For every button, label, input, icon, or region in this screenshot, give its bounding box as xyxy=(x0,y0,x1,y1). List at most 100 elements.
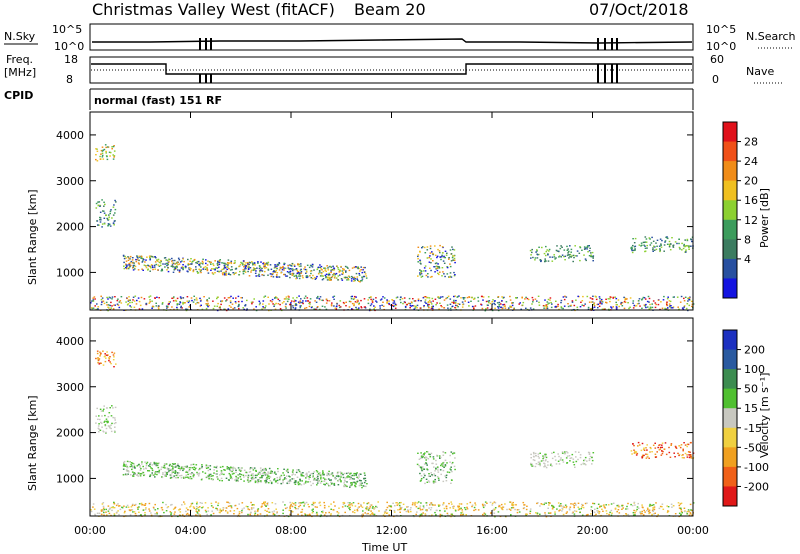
rti-cell xyxy=(636,452,639,455)
rti-cell xyxy=(282,509,284,511)
rti-cell xyxy=(145,265,147,267)
rti-cell xyxy=(188,267,191,269)
rti-cell xyxy=(153,266,156,268)
rti-cell xyxy=(284,273,286,276)
rti-cell xyxy=(178,259,181,261)
rti-cell xyxy=(158,297,160,299)
rti-cell xyxy=(454,301,457,304)
rti-cell xyxy=(186,465,188,467)
rti-cell xyxy=(225,274,228,276)
rti-cell xyxy=(450,466,452,468)
rti-cell xyxy=(540,503,543,505)
rti-cell xyxy=(133,264,136,267)
rti-cell xyxy=(667,506,670,508)
rti-cell xyxy=(181,514,184,516)
rti-cell xyxy=(131,262,134,264)
rti-cell xyxy=(206,513,208,516)
rti-cell xyxy=(258,265,261,267)
rti-cell xyxy=(599,300,601,302)
rti-cell xyxy=(240,467,243,469)
rti-cell xyxy=(337,268,340,271)
rti-cell xyxy=(130,509,133,511)
rti-cell xyxy=(430,503,433,505)
rti-cell xyxy=(429,456,432,458)
rti-cell xyxy=(112,506,115,509)
rti-cell xyxy=(322,275,324,277)
rti-cell xyxy=(268,475,270,477)
rti-cell xyxy=(248,471,251,473)
rti-cell xyxy=(630,503,632,506)
rti-cell xyxy=(99,221,102,223)
rti-cell xyxy=(108,214,110,216)
rti-cell xyxy=(614,296,616,298)
rti-cell xyxy=(300,263,302,265)
rti-cell xyxy=(400,301,402,304)
rti-cell xyxy=(243,308,245,311)
rti-cell xyxy=(314,479,317,481)
rti-cell xyxy=(240,478,242,480)
rti-cell xyxy=(658,245,661,247)
rti-cell xyxy=(654,306,657,309)
rti-cell xyxy=(560,505,562,507)
rti-cell xyxy=(97,357,99,359)
rti-cell xyxy=(536,512,539,514)
rti-cell xyxy=(129,305,131,307)
rti-cell xyxy=(206,476,209,478)
rti-cell xyxy=(104,353,106,355)
rti-cell xyxy=(107,304,110,306)
rti-cell xyxy=(322,510,324,512)
rti-cell xyxy=(468,296,470,298)
rti-cell xyxy=(661,506,663,508)
rti-cell xyxy=(359,281,361,283)
rti-cell xyxy=(126,474,128,476)
rti-cell xyxy=(557,460,560,462)
rti-cell xyxy=(429,247,432,250)
rti-cell xyxy=(331,472,334,474)
rti-cell xyxy=(210,478,213,480)
rti-cell xyxy=(616,504,618,507)
rti-cell xyxy=(546,307,549,310)
rti-cell xyxy=(102,408,105,410)
date-title: 07/Oct/2018 xyxy=(589,0,689,19)
rti-cell xyxy=(172,262,175,264)
rti-cell xyxy=(133,465,136,467)
rti-cell xyxy=(350,280,353,282)
rti-cell xyxy=(678,246,681,249)
rti-cell xyxy=(345,305,347,307)
rti-cell xyxy=(448,276,451,278)
rti-cell xyxy=(670,443,673,445)
rti-cell xyxy=(265,481,268,484)
rti-cell xyxy=(224,469,226,471)
rti-cell xyxy=(200,299,202,301)
rti-cell xyxy=(511,503,513,505)
rti-cell xyxy=(189,467,191,469)
rti-cell xyxy=(516,509,519,511)
rti-cell xyxy=(103,405,105,407)
rti-cell xyxy=(325,276,327,279)
rti-cell xyxy=(282,472,284,474)
rti-cell xyxy=(260,480,262,482)
rti-cell xyxy=(289,476,291,478)
rti-cell xyxy=(434,254,437,256)
rti-cell xyxy=(98,358,101,360)
rti-cell xyxy=(409,508,412,511)
rti-cell xyxy=(648,301,650,303)
rti-cell xyxy=(289,270,292,272)
rti-cell xyxy=(100,153,102,155)
rti-cell xyxy=(317,479,320,481)
rti-cell xyxy=(584,456,587,459)
noise-right-tick-top: 10^5 xyxy=(706,23,736,36)
rti-cell xyxy=(545,466,548,469)
rti-cell xyxy=(105,420,108,423)
rti-cell xyxy=(110,427,112,430)
rti-cell xyxy=(605,504,607,506)
rti-cell xyxy=(557,453,559,455)
rti-cell xyxy=(509,501,512,503)
rti-cell xyxy=(629,306,631,308)
rti-cell xyxy=(441,465,444,467)
rti-cell xyxy=(223,297,226,299)
rti-cell xyxy=(611,512,613,514)
rti-cell xyxy=(145,465,148,467)
rti-cell xyxy=(153,256,155,258)
